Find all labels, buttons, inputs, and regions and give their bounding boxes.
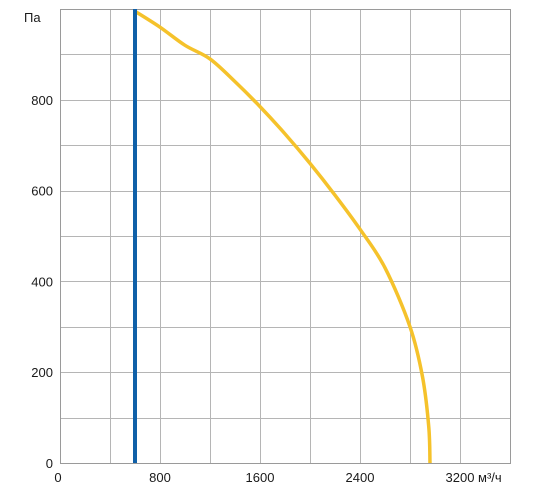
series-layer: [133, 9, 432, 464]
y-tick-label: 400: [31, 274, 53, 289]
y-tick-label: 0: [46, 456, 53, 471]
x-tick-label: 2400: [346, 470, 375, 485]
x-tick-label: 800: [149, 470, 171, 485]
tick-labels: 0 800 1600 2400 3200 0 200 400 600 800: [31, 93, 474, 485]
x-tick-label: 3200: [446, 470, 475, 485]
plot-frame: [60, 9, 511, 464]
grid: [60, 9, 511, 464]
fan-curve-line: [134, 9, 432, 464]
x-tick-label: 1600: [246, 470, 275, 485]
y-axis-unit: Па: [24, 10, 41, 25]
y-tick-label: 600: [31, 184, 53, 199]
y-tick-label: 800: [31, 93, 53, 108]
y-tick-label: 200: [31, 365, 53, 380]
x-axis-unit: м³/ч: [478, 470, 502, 485]
x-tick-label: 0: [54, 470, 61, 485]
